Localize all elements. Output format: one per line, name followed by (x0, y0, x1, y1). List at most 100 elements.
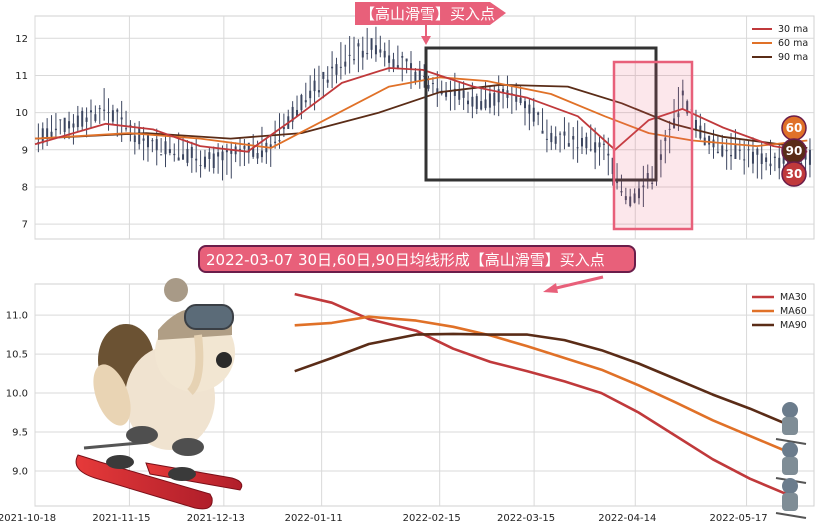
candle-body (357, 43, 360, 47)
candle-body (708, 135, 711, 145)
candle-body (260, 150, 263, 158)
candle-body (808, 150, 811, 165)
candle-body (339, 66, 342, 68)
end-circle-label-30: 30 (786, 167, 803, 181)
candle-body (589, 149, 592, 151)
candle-body (186, 148, 189, 163)
candle-body (98, 108, 101, 110)
candle-body (129, 124, 132, 126)
candle-body (484, 99, 487, 109)
top-ytick-1: 8 (22, 182, 28, 193)
bottom-ytick-3: 10.5 (6, 350, 28, 361)
bottom-ytick-0: 9.0 (12, 466, 28, 477)
candle-body (778, 157, 781, 169)
bottom-line-MA60 (294, 315, 788, 453)
candle-body (133, 135, 136, 143)
candle-body (607, 153, 610, 156)
candle-body (493, 92, 496, 106)
candle-body (756, 148, 759, 155)
candle-body (458, 90, 461, 100)
candle-body (629, 196, 632, 206)
candle-body (765, 157, 768, 162)
candle-body (269, 144, 272, 149)
mid-banner: 2022-03-07 30日,60日,90日均线形成【高山滑雪】买入点 (198, 245, 636, 293)
top-ytick-3: 10 (15, 108, 28, 119)
candle-body (576, 147, 579, 149)
candle-body (760, 153, 763, 165)
candle-body (580, 137, 583, 147)
bottom-xtick-5: 2022-03-15 (497, 513, 555, 524)
candle-body (515, 95, 518, 102)
candle-body (396, 65, 399, 70)
candle-body (111, 110, 114, 122)
candle-body (423, 75, 426, 77)
top-ma-lines (34, 67, 808, 153)
candle-body (747, 149, 750, 151)
candle-body (296, 109, 299, 117)
candle-body (54, 128, 57, 131)
bottom-line-MA30 (294, 292, 788, 496)
bottom-legend: MA30 MA60 MA90 (752, 292, 807, 331)
candle-body (317, 90, 320, 93)
top-ytick-5: 12 (15, 34, 28, 45)
candle-body (388, 55, 391, 63)
small-skier-1 (775, 402, 807, 445)
candle-body (519, 97, 522, 103)
top-ytick-0: 7 (22, 220, 28, 231)
bottom-ticks: 9.0 9.5 10.0 10.5 11.0 2021-10-18 2021-11-15 20… (0, 311, 768, 524)
top-banner-shape (355, 2, 506, 25)
candle-body (151, 140, 154, 142)
candle-body (668, 128, 671, 130)
legend-label-ma60: 60 ma (778, 38, 808, 49)
bottom-xtick-6: 2022-04-14 (598, 513, 656, 524)
candle-body (142, 138, 145, 141)
candle-body (182, 154, 185, 160)
bottom-ytick-2: 10.0 (6, 389, 28, 400)
candle-body (405, 58, 408, 62)
candle-body (120, 117, 123, 120)
buy-zone-box (612, 60, 694, 231)
candle-body (173, 153, 176, 156)
candle-body (94, 114, 97, 121)
consolidation-box (424, 46, 658, 182)
candle-body (160, 154, 163, 156)
candle-body (414, 71, 417, 83)
candle-body (322, 71, 325, 79)
candle-body (68, 121, 71, 129)
candle-body (497, 89, 500, 103)
candle-body (431, 83, 434, 85)
bottom-xtick-3: 2022-01-11 (285, 513, 343, 524)
top-banner: 【高山滑雪】买入点 (355, 2, 506, 45)
legend-label-ma30: 30 ma (778, 24, 808, 35)
bottom-ytick-1: 9.5 (12, 428, 28, 439)
candle-body (418, 68, 421, 81)
candle-body (41, 128, 44, 144)
candle-body (392, 59, 395, 68)
candle-body (651, 182, 654, 184)
candle-body (252, 147, 255, 157)
candle-body (716, 151, 719, 153)
candle-body (76, 115, 79, 128)
candle-body (554, 136, 557, 144)
mid-banner-arrow (543, 283, 558, 293)
candle-body (664, 137, 667, 142)
end-circle-label-90: 90 (786, 144, 803, 158)
candle-body (239, 148, 242, 150)
legend-label-ma90: 90 ma (778, 52, 808, 63)
candle-body (436, 88, 439, 94)
candle-body (734, 144, 737, 160)
top-line-ma90 (34, 83, 808, 149)
candle-body (85, 117, 88, 122)
candle-body (550, 132, 553, 143)
candle-body (751, 151, 754, 164)
candle-body (611, 157, 614, 175)
candle-body (177, 157, 180, 161)
candle-body (155, 139, 158, 151)
candle-body (782, 156, 785, 164)
puppy-skier-illustration (75, 278, 243, 510)
end-label-circles: 60 90 30 (781, 115, 807, 187)
candle-body (532, 107, 535, 122)
top-legend: 30 ma 60 ma 90 ma (752, 24, 808, 63)
top-ytick-4: 11 (15, 71, 28, 82)
